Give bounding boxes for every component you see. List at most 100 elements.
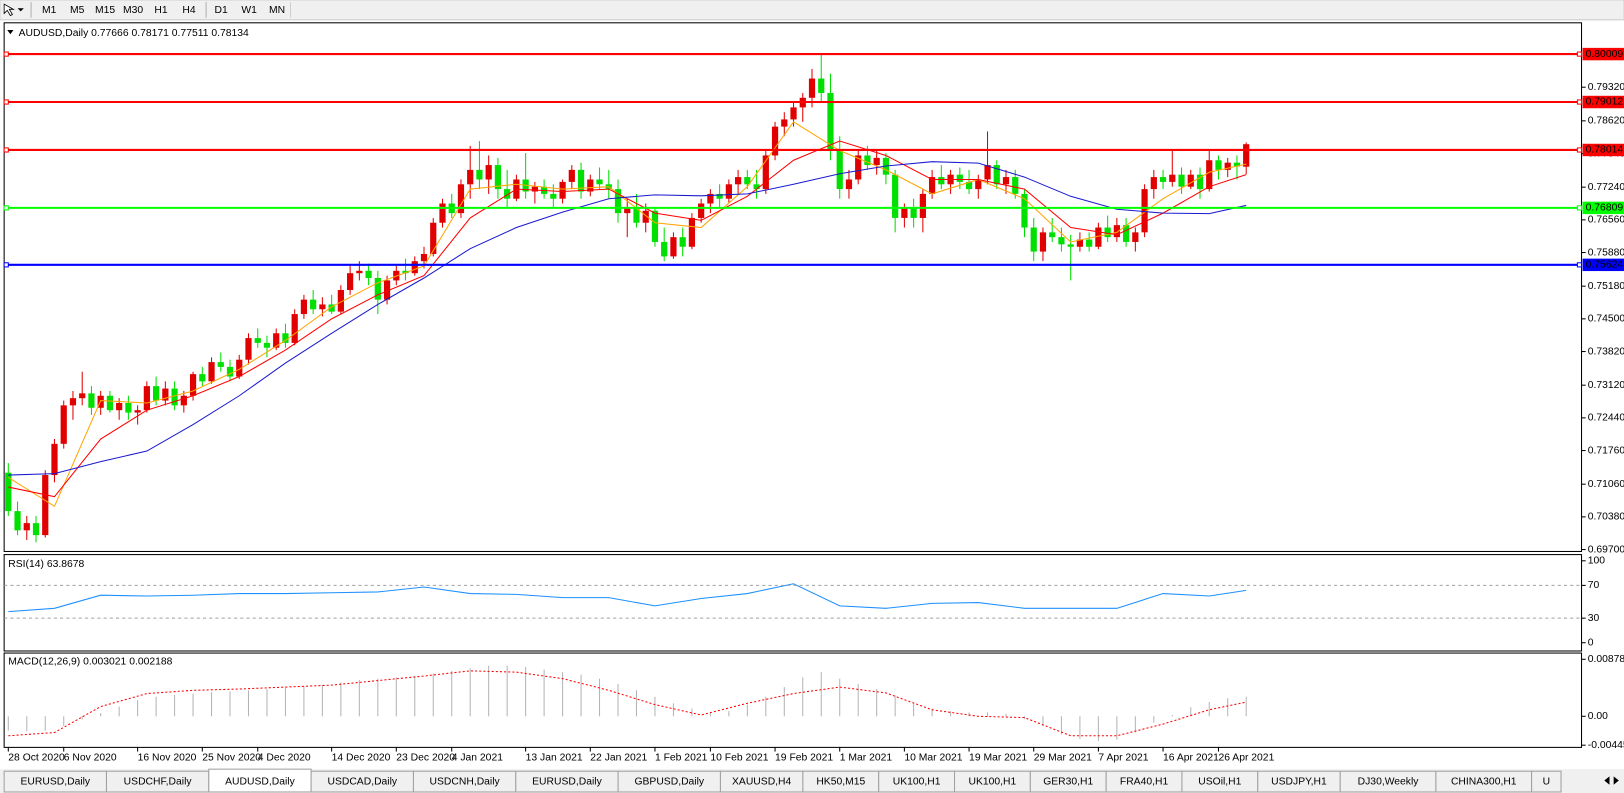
candle-body bbox=[818, 78, 825, 93]
level-handle bbox=[1576, 147, 1583, 153]
timeframe-label[interactable]: M5 bbox=[70, 5, 85, 16]
candle-body bbox=[208, 362, 215, 382]
timeframe-button[interactable] bbox=[64, 1, 91, 19]
candle-body bbox=[485, 165, 492, 180]
tab-label[interactable]: XAUUSD,H4 bbox=[732, 776, 792, 787]
level-label-box bbox=[1582, 47, 1624, 61]
tab-label[interactable]: DJ30,Weekly bbox=[1358, 776, 1420, 787]
candle-body bbox=[1122, 225, 1130, 242]
timeframe-label[interactable]: H1 bbox=[154, 5, 167, 16]
x-tick-label: 23 Dec 2020 bbox=[396, 752, 455, 763]
x-tick-label: 25 Nov 2020 bbox=[202, 752, 261, 763]
candle-body bbox=[23, 523, 30, 531]
candle-body bbox=[771, 126, 779, 156]
candle-body bbox=[14, 511, 21, 531]
timeframe-label[interactable]: M15 bbox=[95, 5, 115, 16]
timeframe-label[interactable]: MN bbox=[269, 5, 285, 16]
tab-label[interactable]: EURUSD,Daily bbox=[532, 776, 602, 787]
level-label: 0.76809 bbox=[1586, 203, 1624, 214]
indicator-line bbox=[8, 583, 1247, 613]
timeframe-label[interactable]: H4 bbox=[182, 5, 195, 16]
candle-body bbox=[1030, 227, 1037, 252]
chart-header: AUDUSD,Daily 0.77666 0.78171 0.77511 0.7… bbox=[19, 28, 249, 39]
y-tick-label: 0.73820 bbox=[1588, 346, 1624, 357]
tab-scroll-right[interactable] bbox=[1613, 776, 1619, 785]
macd-signal-value: 0.002188 bbox=[129, 656, 172, 667]
y-tick-label: 0.76560 bbox=[1588, 215, 1624, 226]
candle-body bbox=[559, 181, 566, 199]
tab-label[interactable]: FRA40,H1 bbox=[1120, 776, 1169, 787]
candle-body bbox=[1141, 189, 1148, 233]
tab-label[interactable]: USDJPY,H1 bbox=[1271, 776, 1327, 787]
tab-label[interactable]: USDCAD,Daily bbox=[327, 776, 397, 787]
candle-body bbox=[356, 270, 363, 274]
tab[interactable] bbox=[1531, 770, 1562, 793]
macd-title: MACD(12,26,9) bbox=[8, 656, 80, 667]
y-tick-label: 0.71760 bbox=[1588, 445, 1624, 456]
level-handle bbox=[1576, 262, 1583, 268]
candle-body bbox=[1086, 239, 1093, 247]
candle-body bbox=[1159, 177, 1167, 182]
timeframe-button[interactable] bbox=[36, 1, 63, 19]
y-tick-label: 0.78620 bbox=[1588, 116, 1624, 127]
candle-body bbox=[125, 402, 132, 413]
candle-body bbox=[245, 338, 252, 360]
candle-body bbox=[1206, 160, 1213, 190]
timeframe-label[interactable]: M30 bbox=[123, 5, 143, 16]
y-tick-label: 0.69700 bbox=[1588, 544, 1624, 555]
candle-body bbox=[855, 155, 862, 180]
dropdown-arrow[interactable] bbox=[17, 8, 24, 12]
tab-label[interactable]: EURUSD,Daily bbox=[20, 776, 90, 787]
header-triangle bbox=[7, 30, 14, 35]
candle-body bbox=[162, 388, 169, 401]
tab-label[interactable]: USDCNH,Daily bbox=[430, 776, 501, 787]
timeframe-button[interactable] bbox=[264, 1, 290, 19]
timeframe-button[interactable] bbox=[148, 1, 174, 19]
rsi-title: RSI(14) bbox=[8, 559, 44, 570]
candle-body bbox=[106, 395, 114, 411]
tab-label[interactable]: CHINA300,H1 bbox=[1451, 776, 1517, 787]
candle-body bbox=[624, 208, 631, 214]
candle-body bbox=[845, 179, 853, 190]
timeframe-button[interactable] bbox=[176, 1, 202, 19]
tab-label[interactable]: UK100,H1 bbox=[893, 776, 941, 787]
timeframe-button[interactable] bbox=[208, 1, 235, 19]
candle-body bbox=[984, 165, 991, 180]
candle-body bbox=[1039, 232, 1047, 252]
candle-body bbox=[1049, 232, 1056, 238]
timeframe-button[interactable] bbox=[120, 1, 147, 19]
timeframe-label[interactable]: W1 bbox=[241, 5, 257, 16]
candle-body bbox=[1002, 177, 1010, 185]
candle-body bbox=[60, 405, 67, 444]
candle-body bbox=[707, 193, 714, 204]
tab-label[interactable]: HK50,M15 bbox=[816, 776, 865, 787]
tab-label[interactable]: UK100,H1 bbox=[969, 776, 1017, 787]
timeframe-label[interactable]: M1 bbox=[42, 5, 57, 16]
timeframe-label[interactable]: D1 bbox=[215, 5, 228, 16]
tab-label[interactable]: AUDUSD,Daily bbox=[225, 776, 295, 787]
tab-label[interactable]: U bbox=[1543, 776, 1550, 787]
candle-body bbox=[753, 184, 760, 190]
candle-body bbox=[550, 193, 557, 199]
timeframe-button[interactable] bbox=[236, 1, 263, 19]
tab-scroll-left[interactable] bbox=[1604, 776, 1610, 785]
tab-label[interactable]: GBPUSD,Daily bbox=[634, 776, 704, 787]
candle-body bbox=[263, 342, 271, 348]
tab-label[interactable]: USDCHF,Daily bbox=[124, 776, 193, 787]
candle-body bbox=[836, 150, 843, 190]
candle-body bbox=[88, 393, 95, 408]
tab-label[interactable]: GER30,H1 bbox=[1043, 776, 1093, 787]
cursor-icon[interactable] bbox=[3, 3, 16, 17]
candle-body bbox=[827, 92, 834, 151]
candle-body bbox=[1150, 177, 1157, 190]
tab-label[interactable]: USOil,H1 bbox=[1198, 776, 1241, 787]
x-tick-label: 1 Mar 2021 bbox=[840, 752, 893, 763]
open-value: 0.77666 bbox=[91, 28, 129, 39]
candle-body bbox=[790, 107, 797, 120]
level-handle bbox=[3, 147, 9, 153]
candle-body bbox=[189, 374, 197, 396]
x-tick-label: 19 Feb 2021 bbox=[775, 752, 833, 763]
timeframe-button[interactable] bbox=[92, 1, 119, 19]
x-tick-label: 26 Apr 2021 bbox=[1218, 752, 1274, 763]
